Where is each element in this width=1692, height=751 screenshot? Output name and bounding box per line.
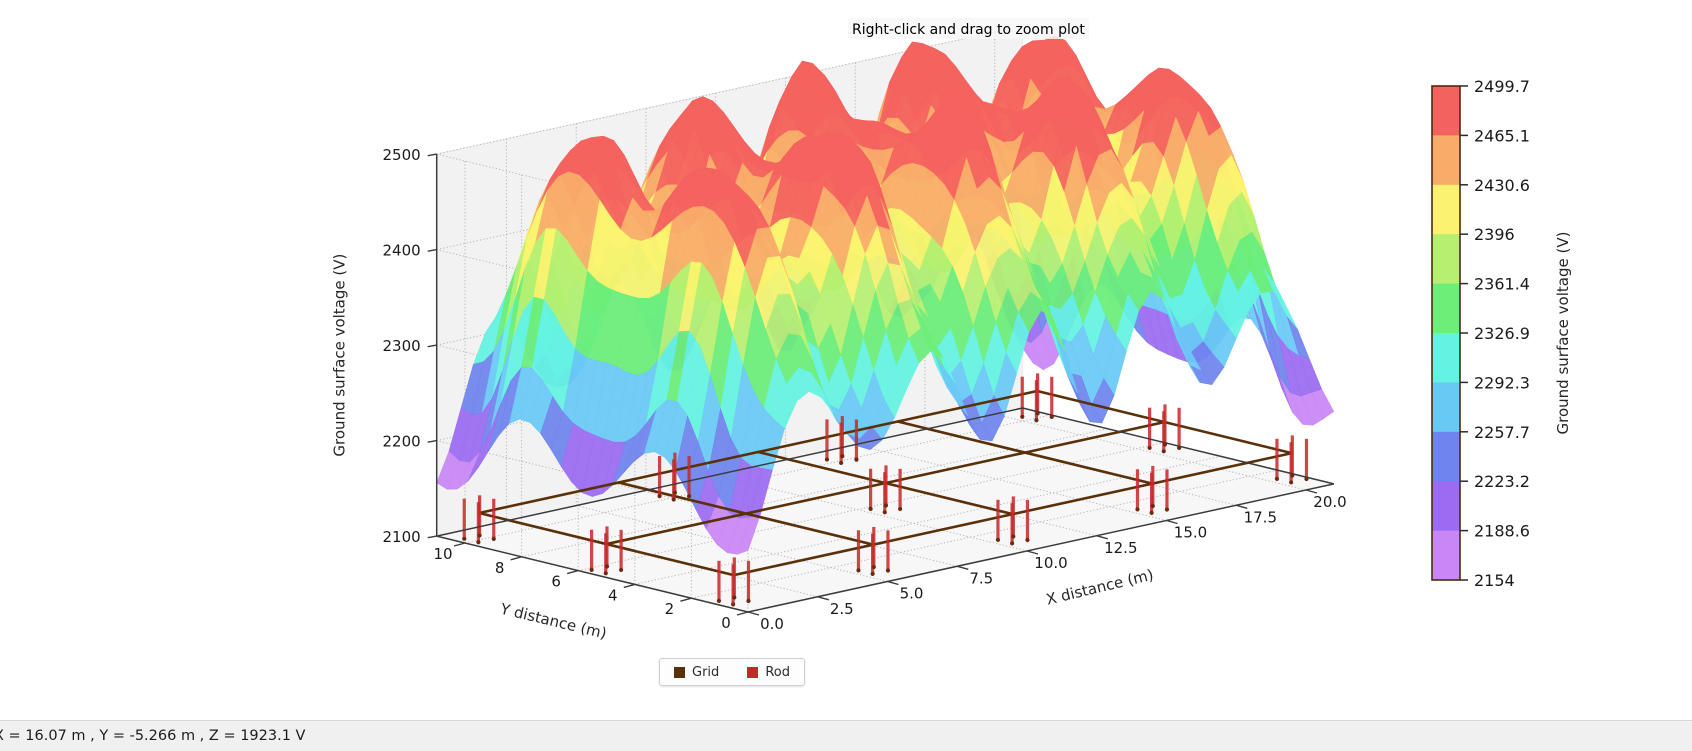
legend-label-rod: Rod [765, 664, 790, 680]
legend-swatch-rod [747, 666, 759, 678]
status-bar: X = 16.07 m , Y = -5.266 m , Z = 1923.1 … [0, 720, 1692, 751]
colorbar-segment [1432, 135, 1460, 186]
z-tick-label: 2200 [383, 433, 421, 451]
colorbar-tick-label: 2430.6 [1474, 176, 1530, 195]
z-tick-label: 2500 [383, 146, 421, 164]
colorbar-tick-label: 2257.7 [1474, 423, 1530, 442]
x-tick-label: 5.0 [900, 585, 924, 603]
colorbar-tick-label: 2292.3 [1474, 373, 1530, 392]
colorbar-tick-label: 2465.1 [1474, 126, 1530, 145]
plot-legend[interactable]: Grid Rod [659, 658, 805, 686]
colorbar-segment [1432, 86, 1460, 136]
colorbar-tick-label: 2223.2 [1474, 472, 1530, 491]
z-tick-label: 2100 [383, 528, 421, 546]
colorbar-segment [1432, 333, 1460, 383]
colorbar[interactable]: 2499.7 2465.1 2430.6 2396 2361.4 2326.9 2292.3… [1431, 77, 1572, 590]
voltage-surface [436, 35, 1335, 555]
x-tick-label: 12.5 [1104, 539, 1137, 557]
z-tick-label: 2400 [383, 242, 421, 260]
colorbar-tick-label: 2361.4 [1474, 275, 1530, 294]
legend-label-grid: Grid [692, 664, 720, 680]
y-tick-label: 4 [608, 586, 618, 604]
colorbar-tick-label: 2396 [1474, 225, 1515, 244]
x-tick-label: 15.0 [1174, 524, 1207, 542]
colorbar-tick-label: 2154 [1474, 571, 1515, 590]
y-tick-label: 6 [551, 573, 561, 591]
x-tick-label: 2.5 [830, 600, 854, 618]
y-tick-label: 0 [721, 614, 731, 632]
colorbar-tick-label: 2326.9 [1474, 324, 1530, 343]
colorbar-tick-label: 2499.7 [1474, 77, 1530, 96]
x-tick-label: 17.5 [1244, 508, 1277, 526]
y-axis-label: Y distance (m) [498, 599, 609, 642]
legend-swatch-grid [674, 666, 685, 678]
colorbar-segment [1432, 234, 1460, 284]
colorbar-tick-label: 2188.6 [1474, 522, 1530, 541]
legend-item-grid: Grid [674, 665, 719, 680]
z-axis-label: Ground surface voltage (V) [331, 254, 349, 457]
y-tick-label: 2 [665, 600, 675, 618]
colorbar-segment [1432, 283, 1460, 334]
y-tick-label: 8 [495, 559, 505, 577]
zoom-hint-label: Right-click and drag to zoom plot [852, 22, 1085, 38]
colorbar-segment [1432, 184, 1460, 235]
colorbar-axis-label: Ground surface voltage (V) [1554, 232, 1572, 435]
colorbar-segment [1432, 530, 1460, 581]
x-tick-label: 20.0 [1313, 493, 1346, 511]
z-tick-label: 2300 [383, 337, 421, 355]
legend-item-rod: Rod [747, 665, 790, 680]
colorbar-segment [1432, 382, 1460, 433]
cursor-coordinates-readout: X = 16.07 m , Y = -5.266 m , Z = 1923.1 … [0, 728, 306, 744]
x-tick-label: 10.0 [1034, 554, 1067, 572]
zoom-hint-text: Right-click and drag to zoom plot [848, 18, 1089, 39]
x-tick-label: 7.5 [969, 569, 993, 587]
x-axis-label: X distance (m) [1044, 566, 1155, 609]
colorbar-segment [1432, 431, 1460, 482]
y-tick-label: 10 [433, 545, 452, 563]
ground-rods [462, 373, 1309, 607]
x-tick-label: 0.0 [760, 615, 784, 633]
colorbar-segment [1432, 481, 1460, 531]
